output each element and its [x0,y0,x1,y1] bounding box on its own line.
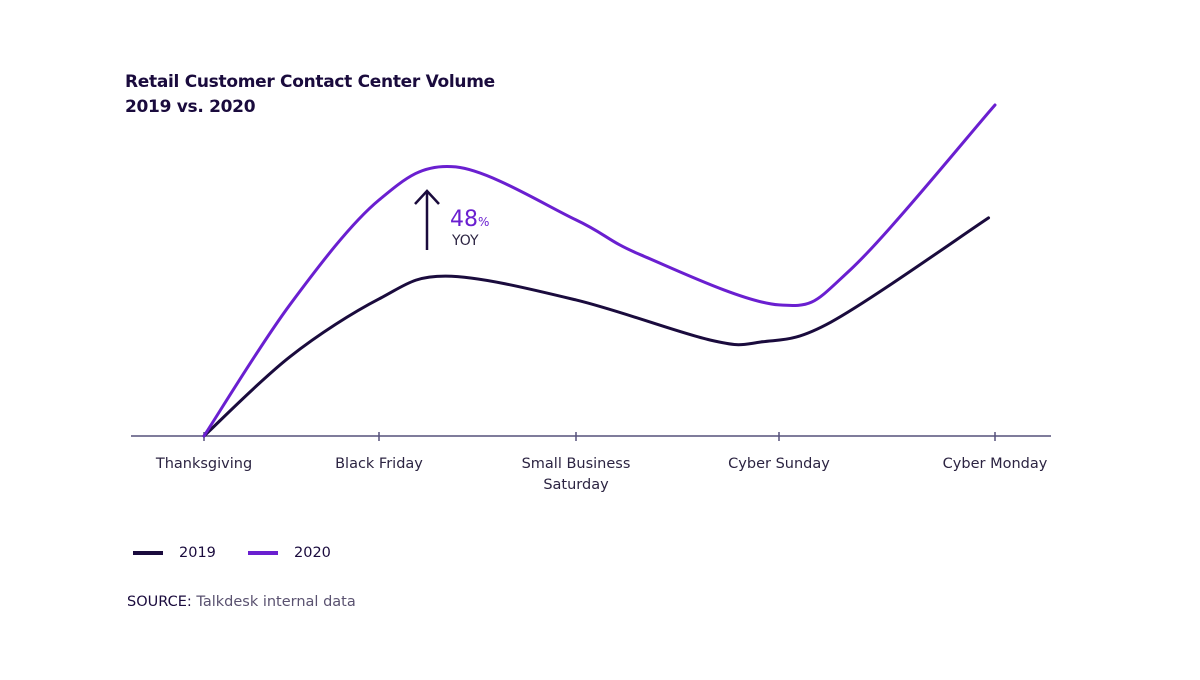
x-tick-label: Thanksgiving [124,454,284,475]
x-tick-label: Small Business Saturday [496,454,656,496]
source-text: Talkdesk internal data [196,594,356,610]
legend-label-2020: 2020 [294,545,331,561]
annotation-unit: % [478,215,490,229]
legend-swatch-2020 [248,551,278,555]
x-tick-label-line: Black Friday [335,456,423,472]
x-tick-label: Cyber Monday [915,454,1075,475]
source-label: SOURCE: [127,594,192,610]
x-tick-label: Cyber Sunday [699,454,859,475]
x-tick-label-line: Cyber Sunday [728,456,830,472]
legend-item-2019: 2019 [133,545,216,561]
chart-subtitle: 2019 vs. 2020 [125,97,256,117]
series-line-2020 [202,103,997,438]
legend-label-2019: 2019 [179,545,216,561]
source-note: SOURCE: Talkdesk internal data [127,594,356,610]
x-tick-label-line: Small Business [521,456,631,472]
legend-swatch-2019 [133,551,163,555]
series-line-2019 [202,216,991,438]
annotation-number: 48 [450,207,478,232]
annotation-value: 48% [450,207,489,232]
chart-title: Retail Customer Contact Center Volume [125,72,495,92]
arrow-up-icon [414,189,440,205]
x-tick-label-line: Thanksgiving [155,456,253,472]
legend-item-2020: 2020 [248,545,331,561]
annotation-label: YOY [452,233,479,249]
x-tick-label-line: Cyber Monday [942,456,1048,472]
x-tick-label: Black Friday [299,454,459,475]
x-tick-label-line: Saturday [543,477,609,493]
